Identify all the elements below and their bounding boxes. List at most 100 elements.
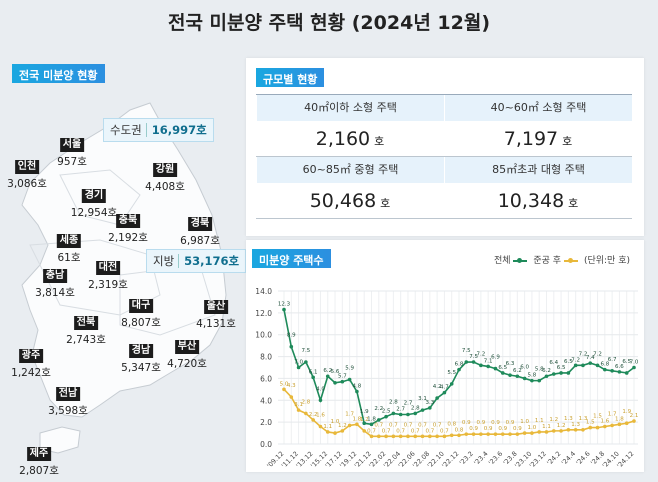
region-name: 세종 xyxy=(56,234,82,248)
data-label: 2.7 xyxy=(396,406,405,412)
region-name: 전남 xyxy=(55,387,81,401)
data-label: 0.8 xyxy=(447,421,456,427)
size-panel-tag: 규모별 현황 xyxy=(256,68,325,87)
data-point xyxy=(479,363,483,368)
data-label: 1.0 xyxy=(331,419,340,425)
data-point xyxy=(500,432,505,436)
x-tick-label: '23.2 xyxy=(458,450,475,467)
region-value: 4,408호 xyxy=(145,181,185,193)
region-value: 6,987호 xyxy=(180,235,220,247)
data-label: 2.2 xyxy=(309,412,318,418)
data-point xyxy=(296,365,301,370)
data-label: 0.9 xyxy=(491,420,500,426)
data-point xyxy=(369,422,374,427)
data-label: 1.8 xyxy=(353,416,362,422)
data-point xyxy=(362,429,367,433)
data-point xyxy=(500,371,505,375)
data-point xyxy=(581,427,585,432)
region-name: 충북 xyxy=(115,214,141,228)
size-cell: 40㎡이하 소형 주택 2,160 호 xyxy=(256,95,444,157)
y-tick-label: 2.0 xyxy=(260,418,272,427)
region-name: 제주 xyxy=(26,447,52,461)
data-label: 3.1 xyxy=(294,402,303,408)
region-name: 경기 xyxy=(81,189,107,203)
data-point xyxy=(515,432,520,436)
data-point xyxy=(340,429,345,433)
data-point xyxy=(340,379,345,384)
data-point xyxy=(471,432,476,436)
data-point xyxy=(544,374,549,379)
data-label: 2.8 xyxy=(389,399,398,405)
y-tick-label: 12.0 xyxy=(255,309,272,318)
size-value: 50,468 xyxy=(309,190,377,212)
data-label: 4.2 xyxy=(433,384,442,390)
data-label: 0.7 xyxy=(440,428,449,434)
region-value: 4,131호 xyxy=(196,318,236,330)
data-point xyxy=(566,371,571,375)
data-label: 4.8 xyxy=(353,384,362,390)
legend-unit: (단위:만 호) xyxy=(583,256,630,266)
data-label: 1.3 xyxy=(579,416,588,422)
x-tick-label: '24.4 xyxy=(560,450,577,467)
data-point xyxy=(413,434,418,439)
data-label: 6.2 xyxy=(323,368,332,374)
data-point xyxy=(398,412,403,417)
data-label: 0.7 xyxy=(374,422,383,428)
region-name: 대구 xyxy=(128,299,154,313)
data-point xyxy=(384,414,388,419)
data-label: 2.5 xyxy=(382,409,391,415)
size-label: 40㎡이하 소형 주택 xyxy=(256,95,444,121)
data-point xyxy=(537,430,542,434)
data-label: 0.9 xyxy=(513,426,522,432)
data-label: 6.5 xyxy=(622,359,631,365)
data-point xyxy=(581,363,585,368)
capital-area-callout: 수도권 16,997호 xyxy=(103,118,214,142)
size-label: 40~60㎡ 소형 주택 xyxy=(444,95,632,121)
region-1: 인천 3,086호 xyxy=(7,154,47,191)
data-point xyxy=(304,411,308,416)
data-label: 1.2 xyxy=(338,423,347,429)
data-point xyxy=(435,434,439,439)
data-point xyxy=(376,418,381,422)
data-label: 7.2 xyxy=(571,357,580,363)
x-tick-label: '23.4 xyxy=(472,450,489,467)
y-tick-label: 0.0 xyxy=(260,440,272,449)
y-tick-label: 14.0 xyxy=(255,287,272,296)
map-section: 전국 미분양 현황 수도권 16,997호 지방 53,176호 서울 957호 인천 3… xyxy=(0,55,247,482)
data-point xyxy=(493,432,498,436)
data-label: 7.4 xyxy=(586,355,595,361)
data-label: 5.5 xyxy=(447,370,456,376)
data-point xyxy=(442,390,447,395)
data-label: 6.4 xyxy=(549,360,558,366)
data-point xyxy=(347,377,352,382)
data-label: 5.7 xyxy=(338,374,347,380)
legend-completed: 준공 후 xyxy=(533,253,578,266)
region-name: 전북 xyxy=(73,316,99,330)
data-point xyxy=(603,424,607,429)
data-point xyxy=(588,361,593,365)
legend-total-marker-icon xyxy=(513,257,528,263)
legend-completed-marker-icon xyxy=(563,257,578,263)
data-label: 0.7 xyxy=(411,428,420,434)
data-label: 6.0 xyxy=(520,364,529,370)
data-point xyxy=(588,425,593,430)
data-label: 2.8 xyxy=(411,405,420,411)
data-label: 1.1 xyxy=(542,424,551,430)
size-grid: 40㎡이하 소형 주택 2,160 호 40~60㎡ 소형 주택 7,197 호 60~… xyxy=(256,94,632,219)
data-point xyxy=(311,375,315,380)
data-label: 1.3 xyxy=(571,422,580,428)
data-label: 7.1 xyxy=(484,358,493,364)
data-label: 1.0 xyxy=(528,425,537,431)
data-point xyxy=(566,427,571,432)
data-label: 5.6 xyxy=(331,369,340,375)
data-label: 0.7 xyxy=(389,422,398,428)
data-point xyxy=(435,396,439,400)
data-point xyxy=(362,421,367,426)
data-label: 1.0 xyxy=(520,419,529,425)
data-point xyxy=(559,371,563,375)
data-label: 0.7 xyxy=(425,428,434,434)
data-point xyxy=(617,422,622,427)
data-point xyxy=(406,434,410,439)
data-point xyxy=(559,429,563,433)
data-point xyxy=(420,434,425,439)
